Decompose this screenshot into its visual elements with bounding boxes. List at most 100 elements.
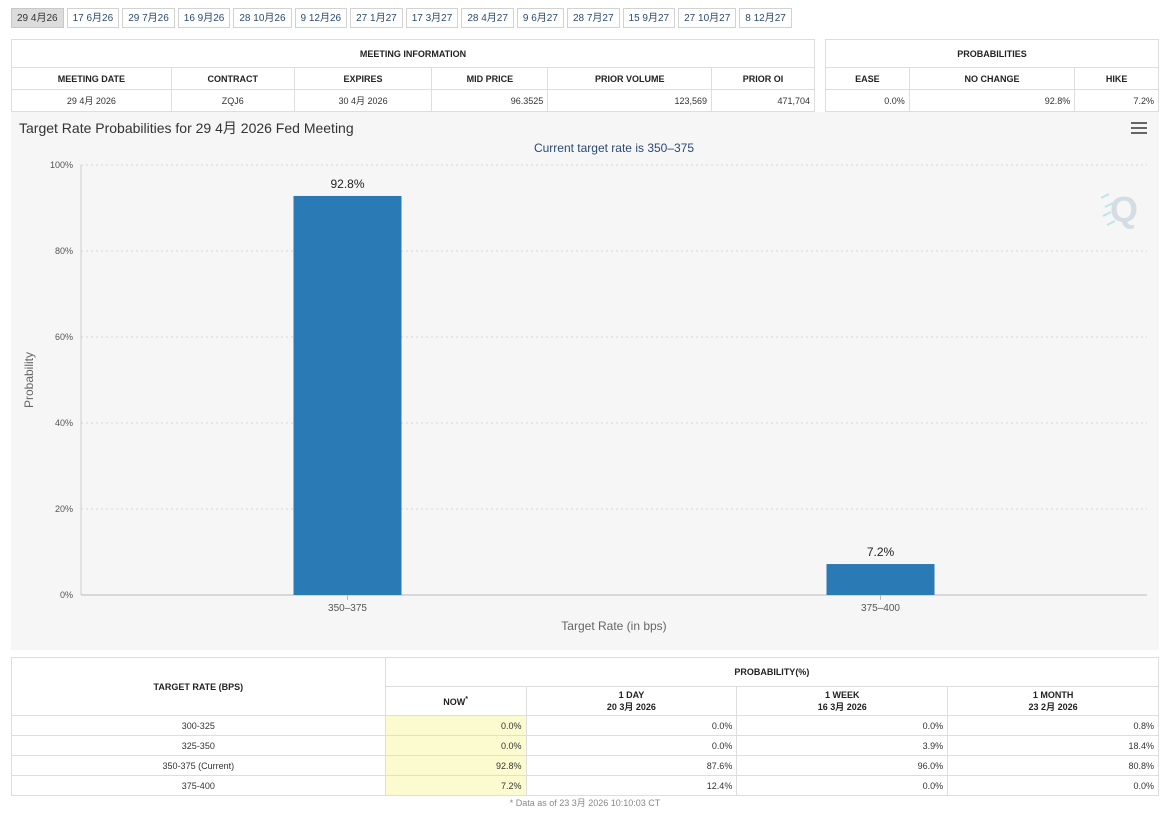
one-day-cell: 87.6% (525, 755, 738, 776)
target-rate-header: TARGET RATE (BPS) (11, 657, 386, 716)
tab-meeting-date[interactable]: 29 7月26 (122, 8, 175, 28)
col-label: 1 DAY (618, 689, 645, 700)
watermark-stroke (1102, 211, 1112, 217)
data-label: 92.8% (330, 177, 364, 191)
now-cell: 0.0% (384, 735, 527, 756)
expires-value: 30 4月 2026 (293, 89, 433, 112)
col-label: 1 WEEK (824, 689, 860, 700)
col-header-1-day: 1 DAY 20 3月 2026 (525, 686, 738, 716)
rate-cell: 375-400 (11, 775, 386, 796)
col-label: NOW (443, 696, 466, 707)
tab-meeting-date[interactable]: 17 3月27 (405, 8, 459, 28)
watermark-stroke (1104, 202, 1114, 208)
col-date: 20 3月 2026 (606, 701, 656, 712)
col-header: PRIOR OI (711, 67, 815, 90)
x-axis-title: Target Rate (in bps) (561, 619, 666, 633)
col-date: 23 2月 2026 (1028, 701, 1078, 712)
col-header-now: NOW* (384, 686, 527, 716)
meeting-date-tabs: 29 4月26 17 6月26 29 7月26 16 9月26 28 10月26… (11, 8, 792, 28)
data-label: 7.2% (867, 545, 895, 559)
col-header: EXPIRES (293, 67, 433, 90)
y-tick-label: 40% (55, 418, 73, 428)
chart-panel: Target Rate Probabilities for 29 4月 2026… (11, 112, 1159, 650)
mid-price-value: 96.3525 (431, 89, 549, 112)
one-week-cell: 3.9% (736, 735, 949, 756)
col-header: CONTRACT (170, 67, 295, 90)
col-label: 1 MONTH (1032, 689, 1074, 700)
tab-meeting-date[interactable]: 9 6月27 (516, 8, 564, 28)
col-header: PRIOR VOLUME (547, 67, 713, 90)
tab-meeting-date[interactable]: 28 7月27 (566, 8, 620, 28)
chart-subtitle: Current target rate is 350–375 (534, 141, 694, 155)
probability-bar-chart: Current target rate is 350–375 0% 20% 40% 60… (22, 141, 1147, 633)
table-row: 350-375 (Current) 92.8% 87.6% 96.0% 80.8… (11, 755, 1159, 776)
probabilities-caption: PROBABILITIES (825, 39, 1159, 68)
tab-meeting-date[interactable]: 27 1月27 (350, 8, 403, 28)
rate-cell: 350-375 (Current) (11, 755, 386, 776)
no-change-value: 92.8% (908, 89, 1076, 112)
now-cell: 7.2% (384, 775, 527, 796)
table-row: 325-350 0.0% 0.0% 3.9% 18.4% (11, 735, 1159, 756)
one-month-cell: 18.4% (947, 735, 1159, 756)
y-axis-title: Probability (22, 352, 36, 408)
meeting-info-caption: MEETING INFORMATION (11, 39, 815, 68)
one-month-cell: 0.0% (947, 775, 1159, 796)
tab-meeting-date[interactable]: 8 12月27 (739, 8, 792, 28)
bar (826, 564, 935, 595)
watermark-logo: Q (1110, 189, 1138, 230)
one-week-cell: 96.0% (736, 755, 949, 776)
y-tick-label: 100% (50, 160, 73, 170)
prior-oi-value: 471,704 (711, 89, 815, 112)
footnote-marker: * (465, 695, 468, 703)
one-day-cell: 12.4% (525, 775, 738, 796)
col-header: NO CHANGE (908, 67, 1076, 90)
watermark-stroke (1100, 193, 1110, 199)
prior-volume-value: 123,569 (547, 89, 713, 112)
rate-cell: 300-325 (11, 715, 386, 736)
hike-value: 7.2% (1074, 89, 1159, 112)
table-row: 375-400 7.2% 12.4% 0.0% 0.0% (11, 775, 1159, 796)
col-header: EASE (825, 67, 910, 90)
one-day-cell: 0.0% (525, 735, 738, 756)
one-week-cell: 0.0% (736, 775, 949, 796)
ease-value: 0.0% (825, 89, 910, 112)
tab-meeting-date[interactable]: 28 4月27 (461, 8, 514, 28)
y-tick-label: 60% (55, 332, 73, 342)
one-month-cell: 0.8% (947, 715, 1159, 736)
col-header: MEETING DATE (11, 67, 172, 90)
probabilities-table: PROBABILITIES EASE NO CHANGE HIKE 0.0% 9… (825, 39, 1159, 112)
one-week-cell: 0.0% (736, 715, 949, 736)
y-tick-label: 80% (55, 246, 73, 256)
contract-value: ZQJ6 (170, 89, 295, 112)
watermark-stroke (1106, 220, 1116, 226)
tab-meeting-date[interactable]: 27 10月27 (678, 8, 737, 28)
tab-meeting-date[interactable]: 16 9月26 (177, 8, 231, 28)
bar (293, 195, 402, 595)
meeting-info-table: MEETING INFORMATION MEETING DATE CONTRAC… (11, 39, 815, 112)
col-date: 16 3月 2026 (817, 701, 867, 712)
target-rate-table: TARGET RATE (BPS) PROBABILITY(%) NOW* 1 … (11, 657, 1160, 796)
meeting-date-value: 29 4月 2026 (11, 89, 172, 112)
col-header: MID PRICE (431, 67, 549, 90)
chart-title: Target Rate Probabilities for 29 4月 2026… (19, 120, 354, 136)
y-tick-label: 0% (60, 590, 73, 600)
tab-meeting-date[interactable]: 28 10月26 (233, 8, 292, 28)
one-month-cell: 80.8% (947, 755, 1159, 776)
x-tick-label: 350–375 (328, 603, 367, 614)
one-day-cell: 0.0% (525, 715, 738, 736)
hamburger-menu-icon[interactable] (1131, 122, 1147, 136)
table-row: 300-325 0.0% 0.0% 0.0% 0.8% (11, 715, 1159, 736)
data-timestamp-footnote: * Data as of 23 3月 2026 10:10:03 CT (509, 798, 661, 808)
now-cell: 92.8% (384, 755, 527, 776)
x-tick-label: 375–400 (861, 603, 900, 614)
col-header-1-month: 1 MONTH 23 2月 2026 (947, 686, 1159, 716)
tab-meeting-date[interactable]: 29 4月26 (11, 8, 64, 28)
now-cell: 0.0% (384, 715, 527, 736)
col-header: HIKE (1074, 67, 1159, 90)
col-header-1-week: 1 WEEK 16 3月 2026 (736, 686, 949, 716)
probability-header: PROBABILITY(%) (384, 657, 1160, 687)
tab-meeting-date[interactable]: 15 9月27 (622, 8, 676, 28)
rate-cell: 325-350 (11, 735, 386, 756)
tab-meeting-date[interactable]: 17 6月26 (66, 8, 120, 28)
tab-meeting-date[interactable]: 9 12月26 (294, 8, 348, 28)
